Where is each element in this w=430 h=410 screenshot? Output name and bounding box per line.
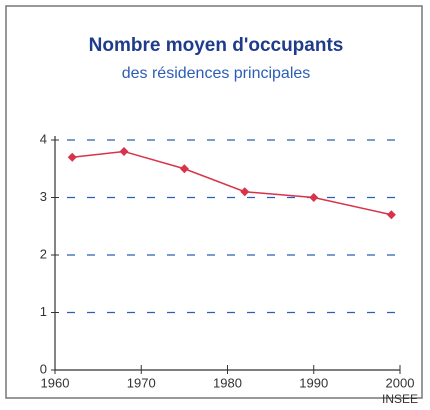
data-point [119, 147, 129, 156]
x-tick-label: 1970 [127, 375, 156, 390]
chart-subtitle: des résidences principales [122, 65, 311, 82]
y-tick-label: 3 [40, 189, 47, 204]
y-tick-label: 0 [40, 361, 47, 376]
y-tick-label: 2 [40, 246, 47, 261]
x-tick-label: 2000 [386, 375, 415, 390]
frame [5, 5, 423, 399]
data-point [386, 210, 396, 220]
y-tick-label: 4 [40, 131, 47, 146]
data-point [240, 187, 250, 197]
data-point [67, 152, 77, 162]
data-point [179, 164, 189, 174]
series-line [72, 150, 392, 216]
chart-title: Nombre moyen d'occupants [89, 35, 344, 56]
x-tick-label: 1990 [299, 375, 328, 390]
x-tick-label: 1960 [41, 375, 70, 390]
y-tick-label: 1 [40, 304, 47, 319]
x-tick-label: 1980 [213, 375, 242, 390]
source: INSEE [382, 392, 418, 405]
data-point [309, 193, 319, 202]
